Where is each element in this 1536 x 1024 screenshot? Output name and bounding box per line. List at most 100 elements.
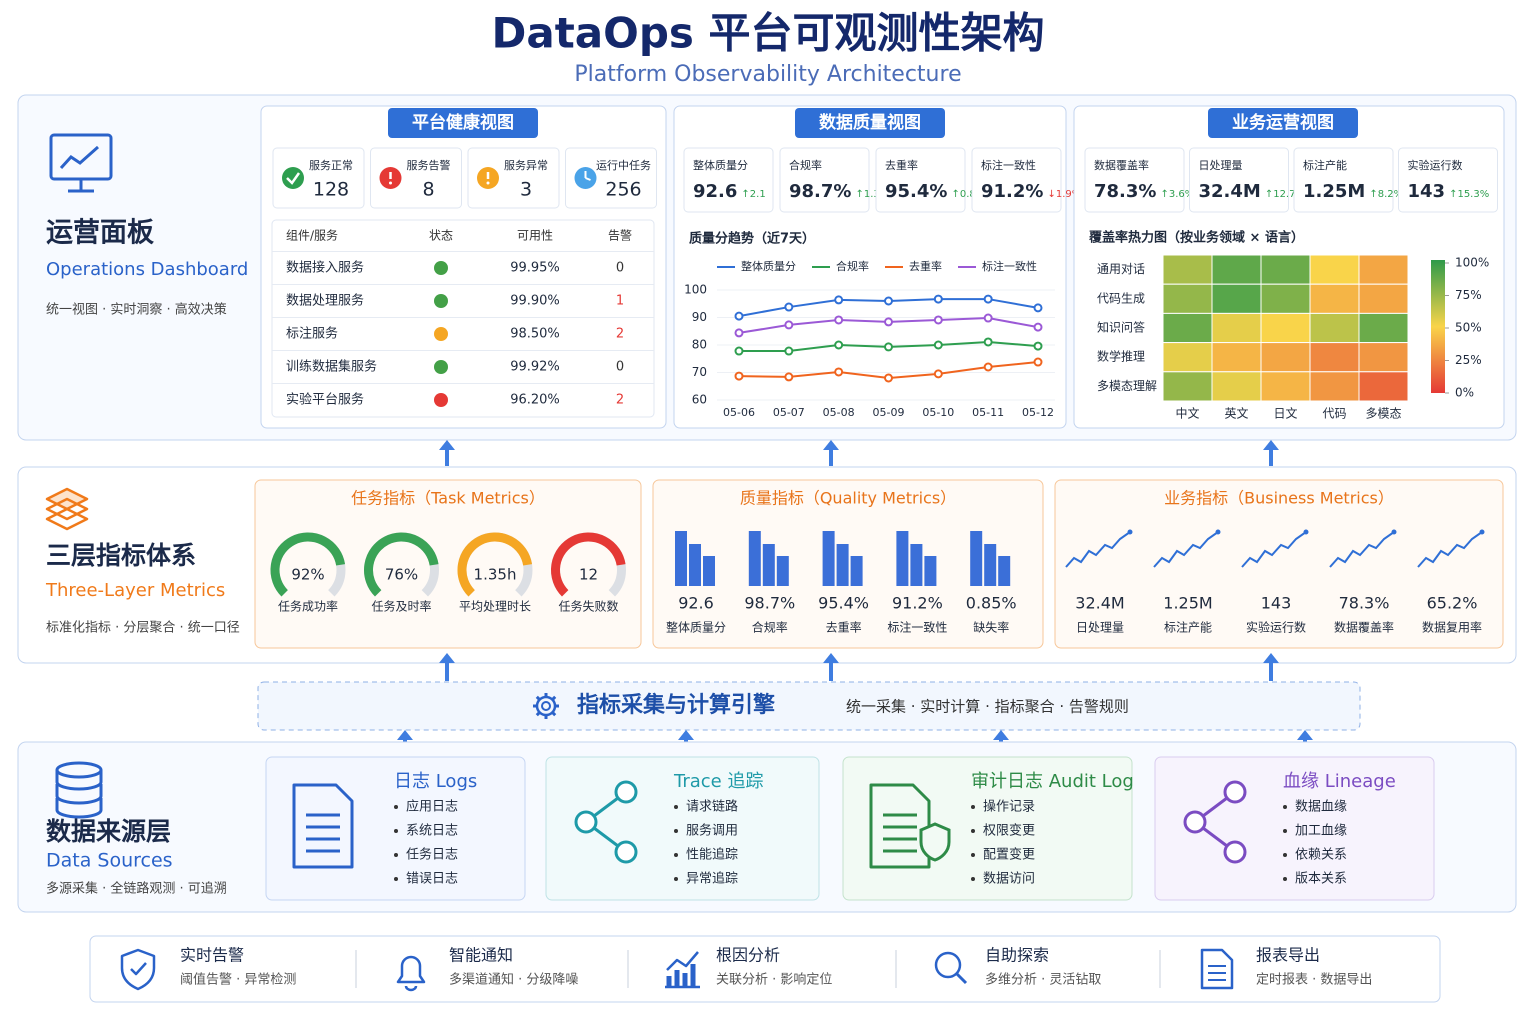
heatmap-cell	[1309, 283, 1360, 314]
service-alerts: 1	[616, 294, 624, 309]
flow-arrow-head	[1263, 440, 1279, 450]
bullet	[971, 805, 975, 809]
source-item: 请求链路	[686, 799, 738, 815]
decor-sparkline	[1241, 531, 1307, 568]
panel-tagline: 标准化指标 · 分层聚合 · 统一口径	[46, 621, 240, 636]
capability-subtitle: 定时报表 · 数据导出	[1256, 973, 1372, 988]
source-item: 权限变更	[983, 823, 1035, 839]
flow-arrow-head	[823, 653, 839, 663]
kpi-label: 日处理量	[1199, 159, 1243, 172]
bullet	[394, 829, 398, 833]
database-icon	[55, 761, 103, 779]
x-tick-label: 05-06	[723, 406, 755, 419]
bullet	[394, 853, 398, 857]
decor-sparkline	[1127, 529, 1133, 535]
series-point	[784, 320, 794, 330]
view-title: 业务运营视图	[1232, 112, 1334, 133]
engine-bar	[257, 681, 1361, 731]
kpi-delta: ↑3.6%	[1160, 189, 1194, 200]
kpi-value: 92.6	[693, 181, 737, 202]
heatmap-col-label: 日文	[1273, 406, 1297, 421]
metric-label: 标注产能	[1164, 620, 1212, 635]
source-icon	[1183, 810, 1207, 834]
series-point	[834, 295, 844, 305]
view-title: 平台健康视图	[412, 112, 514, 133]
view-title-pill	[388, 108, 538, 138]
kpi-card	[1084, 147, 1185, 213]
heatmap-cell	[1162, 342, 1213, 373]
table-header: 可用性	[517, 229, 553, 243]
monitor-icon	[59, 145, 99, 170]
legend-label: 标注一致性	[982, 259, 1037, 273]
y-tick-label: 60	[692, 393, 707, 407]
capability-icon	[955, 972, 968, 985]
source-icon	[614, 840, 638, 864]
series-point	[784, 302, 794, 312]
legend-label: 整体质量分	[741, 259, 796, 273]
heatmap-col-label: 中文	[1175, 406, 1199, 421]
series-point	[933, 294, 943, 304]
metric-group-title: 质量指标（Quality Metrics）	[740, 489, 956, 508]
service-name: 标注服务	[286, 326, 338, 342]
decor-bar	[703, 556, 715, 586]
capability-subtitle: 多维分析 · 灵活钻取	[985, 972, 1101, 988]
metric-value: 91.2%	[892, 594, 943, 613]
source-item: 数据血缘	[1295, 800, 1347, 815]
status-dot	[434, 360, 448, 374]
metric-value: 65.2%	[1427, 594, 1478, 613]
engine-title: 指标采集与计算引擎	[577, 692, 775, 718]
source-icon	[574, 810, 598, 834]
metric-value: 0.85%	[966, 594, 1017, 613]
source-item: 服务调用	[686, 823, 738, 839]
database-icon	[55, 798, 103, 819]
heatmap-col-label: 代码	[1322, 407, 1346, 421]
source-item: 依赖关系	[1295, 848, 1347, 863]
source-item: 任务日志	[406, 847, 458, 863]
kpi-card	[779, 147, 870, 213]
colorbar-label: 75%	[1455, 288, 1482, 302]
metric-label: 数据覆盖率	[1334, 620, 1394, 635]
source-item: 操作记录	[983, 799, 1035, 815]
panel-title: 运营面板	[46, 218, 154, 249]
kpi-card	[1189, 147, 1289, 213]
kpi-delta: ↑12.7%	[1265, 189, 1305, 200]
source-item: 配置变更	[983, 847, 1035, 863]
source-icon	[1223, 840, 1247, 864]
y-tick-label: 90	[692, 310, 707, 324]
source-item: 数据访问	[983, 872, 1035, 887]
heatmap-row-label: 数学推理	[1097, 349, 1145, 364]
bullet	[1283, 805, 1287, 809]
decor-sparkline	[1479, 529, 1485, 535]
kpi-label: 标注一致性	[981, 158, 1036, 172]
heatmap-cell	[1309, 254, 1360, 285]
service-alerts: 2	[616, 327, 624, 342]
gauge-value: 1.35h	[474, 566, 517, 584]
bullet	[674, 805, 678, 809]
gauge-label: 任务成功率	[278, 599, 338, 614]
capability-icon	[682, 973, 688, 986]
decor-bar	[689, 544, 701, 586]
kpi-value: 8	[422, 179, 434, 201]
legend-label: 合规率	[836, 259, 869, 273]
kpi-card	[467, 147, 560, 209]
series-point	[834, 340, 844, 350]
gauge-arc	[270, 532, 346, 597]
series-point	[734, 371, 744, 381]
heatmap-cell	[1211, 283, 1262, 314]
kpi-value: 95.4%	[885, 181, 947, 202]
kpi-label: 服务正常	[309, 159, 353, 172]
source-title: 血缘 Lineage	[1283, 771, 1396, 792]
panel-subtitle: Data Sources	[46, 850, 173, 872]
heatmap-cell	[1260, 254, 1311, 285]
status-dot	[434, 327, 448, 341]
engine-tagline: 统一采集 · 实时计算 · 指标聚合 · 告警规则	[846, 698, 1129, 716]
source-icon	[292, 783, 354, 869]
series-point	[834, 367, 844, 377]
bullet	[674, 829, 678, 833]
capability-subtitle: 阈值告警 · 异常检测	[180, 972, 296, 988]
metric-label: 缺失率	[973, 620, 1009, 635]
source-card	[265, 756, 526, 901]
gauge-label: 平均处理时长	[459, 600, 531, 614]
service-availability: 99.95%	[510, 261, 560, 276]
gauge-arc	[364, 532, 439, 597]
